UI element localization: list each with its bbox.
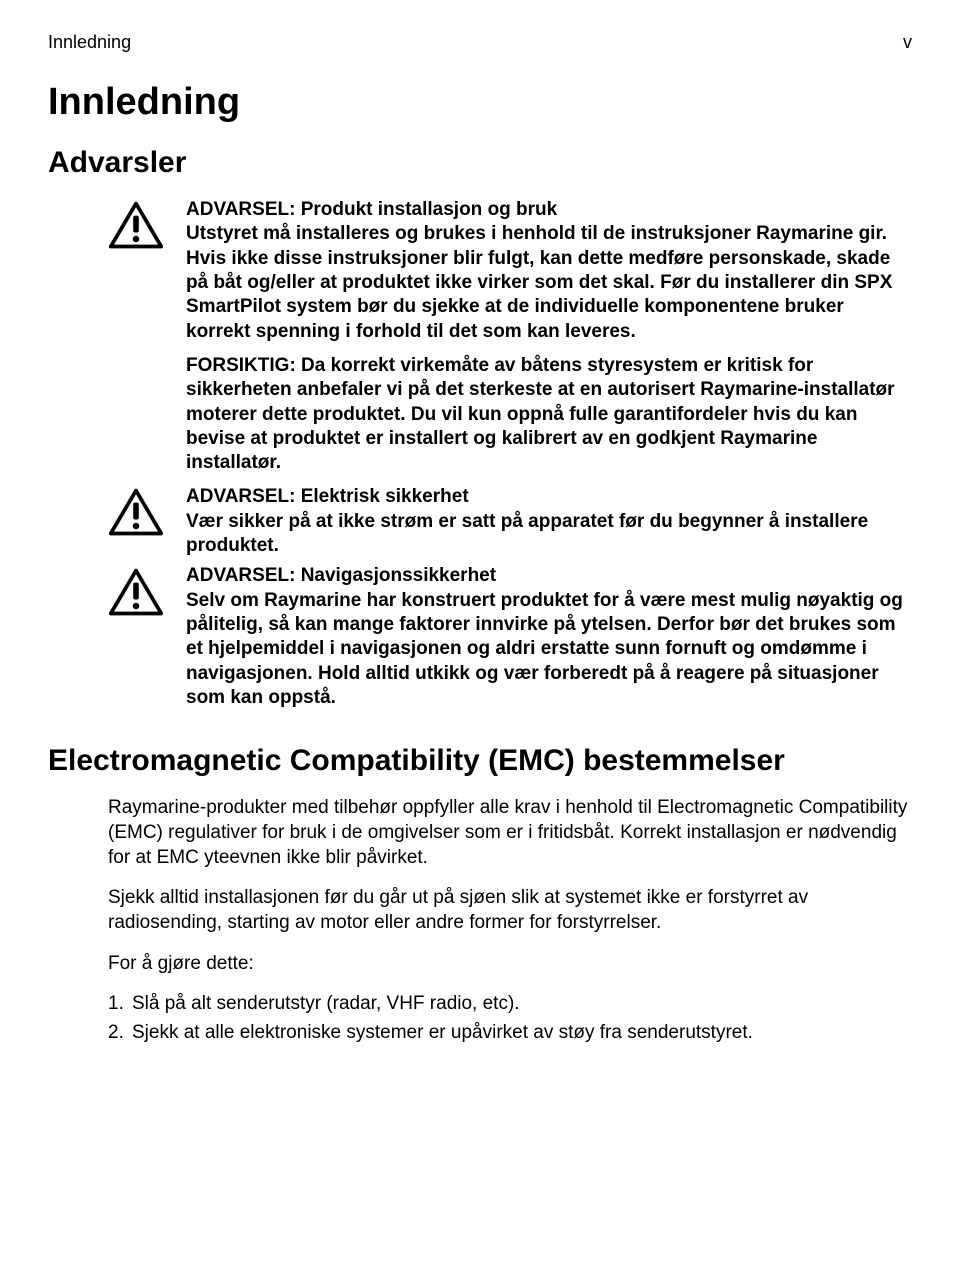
forsiktig-block: FORSIKTIG: Da korrekt virkemåte av båten… (186, 354, 912, 476)
list-text: Sjekk at alle elektroniske systemer er u… (132, 1022, 753, 1043)
emc-list-item: 1.Slå på alt senderutstyr (radar, VHF ra… (108, 992, 912, 1017)
warning-block-1: ADVARSEL: Produkt installasjon og bruk U… (108, 198, 912, 344)
warning-3-title: ADVARSEL: Navigasjonssikkerhet (186, 564, 912, 588)
list-num: 1. (108, 992, 132, 1017)
emc-p1: Raymarine-produkter med tilbehør oppfyll… (108, 796, 912, 870)
page-title: Innledning (48, 81, 912, 124)
forsiktig-body: FORSIKTIG: Da korrekt virkemåte av båten… (186, 355, 895, 473)
warning-1-text: ADVARSEL: Produkt installasjon og bruk U… (186, 198, 912, 344)
warning-icon-stack (108, 487, 172, 617)
warning-1-title: ADVARSEL: Produkt installasjon og bruk (186, 199, 557, 220)
warning-3-body: Selv om Raymarine har konstruert produkt… (186, 589, 912, 711)
emc-heading: Electromagnetic Compatibility (EMC) best… (48, 744, 912, 778)
page-header: Innledning v (48, 32, 912, 53)
header-left: Innledning (48, 32, 131, 53)
advarsler-heading: Advarsler (48, 146, 912, 180)
warning-2-3-text: ADVARSEL: Elektrisk sikkerhet Vær sikker… (186, 485, 912, 716)
header-right: v (903, 32, 912, 53)
warning-icon (108, 200, 172, 250)
warning-icon (108, 487, 164, 537)
warning-2-body: Vær sikker på at ikke strøm er satt på a… (186, 510, 912, 559)
warning-block-2-3: ADVARSEL: Elektrisk sikkerhet Vær sikker… (108, 485, 912, 716)
emc-p3: For å gjøre dette: (108, 952, 912, 977)
list-num: 2. (108, 1021, 132, 1046)
warning-1-body: Utstyret må installeres og brukes i henh… (186, 223, 892, 341)
warning-2-title: ADVARSEL: Elektrisk sikkerhet (186, 485, 912, 509)
list-text: Slå på alt senderutstyr (radar, VHF radi… (132, 993, 520, 1014)
emc-p2: Sjekk alltid installasjonen før du går u… (108, 886, 912, 935)
warning-icon (108, 567, 164, 617)
emc-body: Raymarine-produkter med tilbehør oppfyll… (108, 796, 912, 1046)
emc-list: 1.Slå på alt senderutstyr (radar, VHF ra… (108, 992, 912, 1045)
emc-list-item: 2.Sjekk at alle elektroniske systemer er… (108, 1021, 912, 1046)
